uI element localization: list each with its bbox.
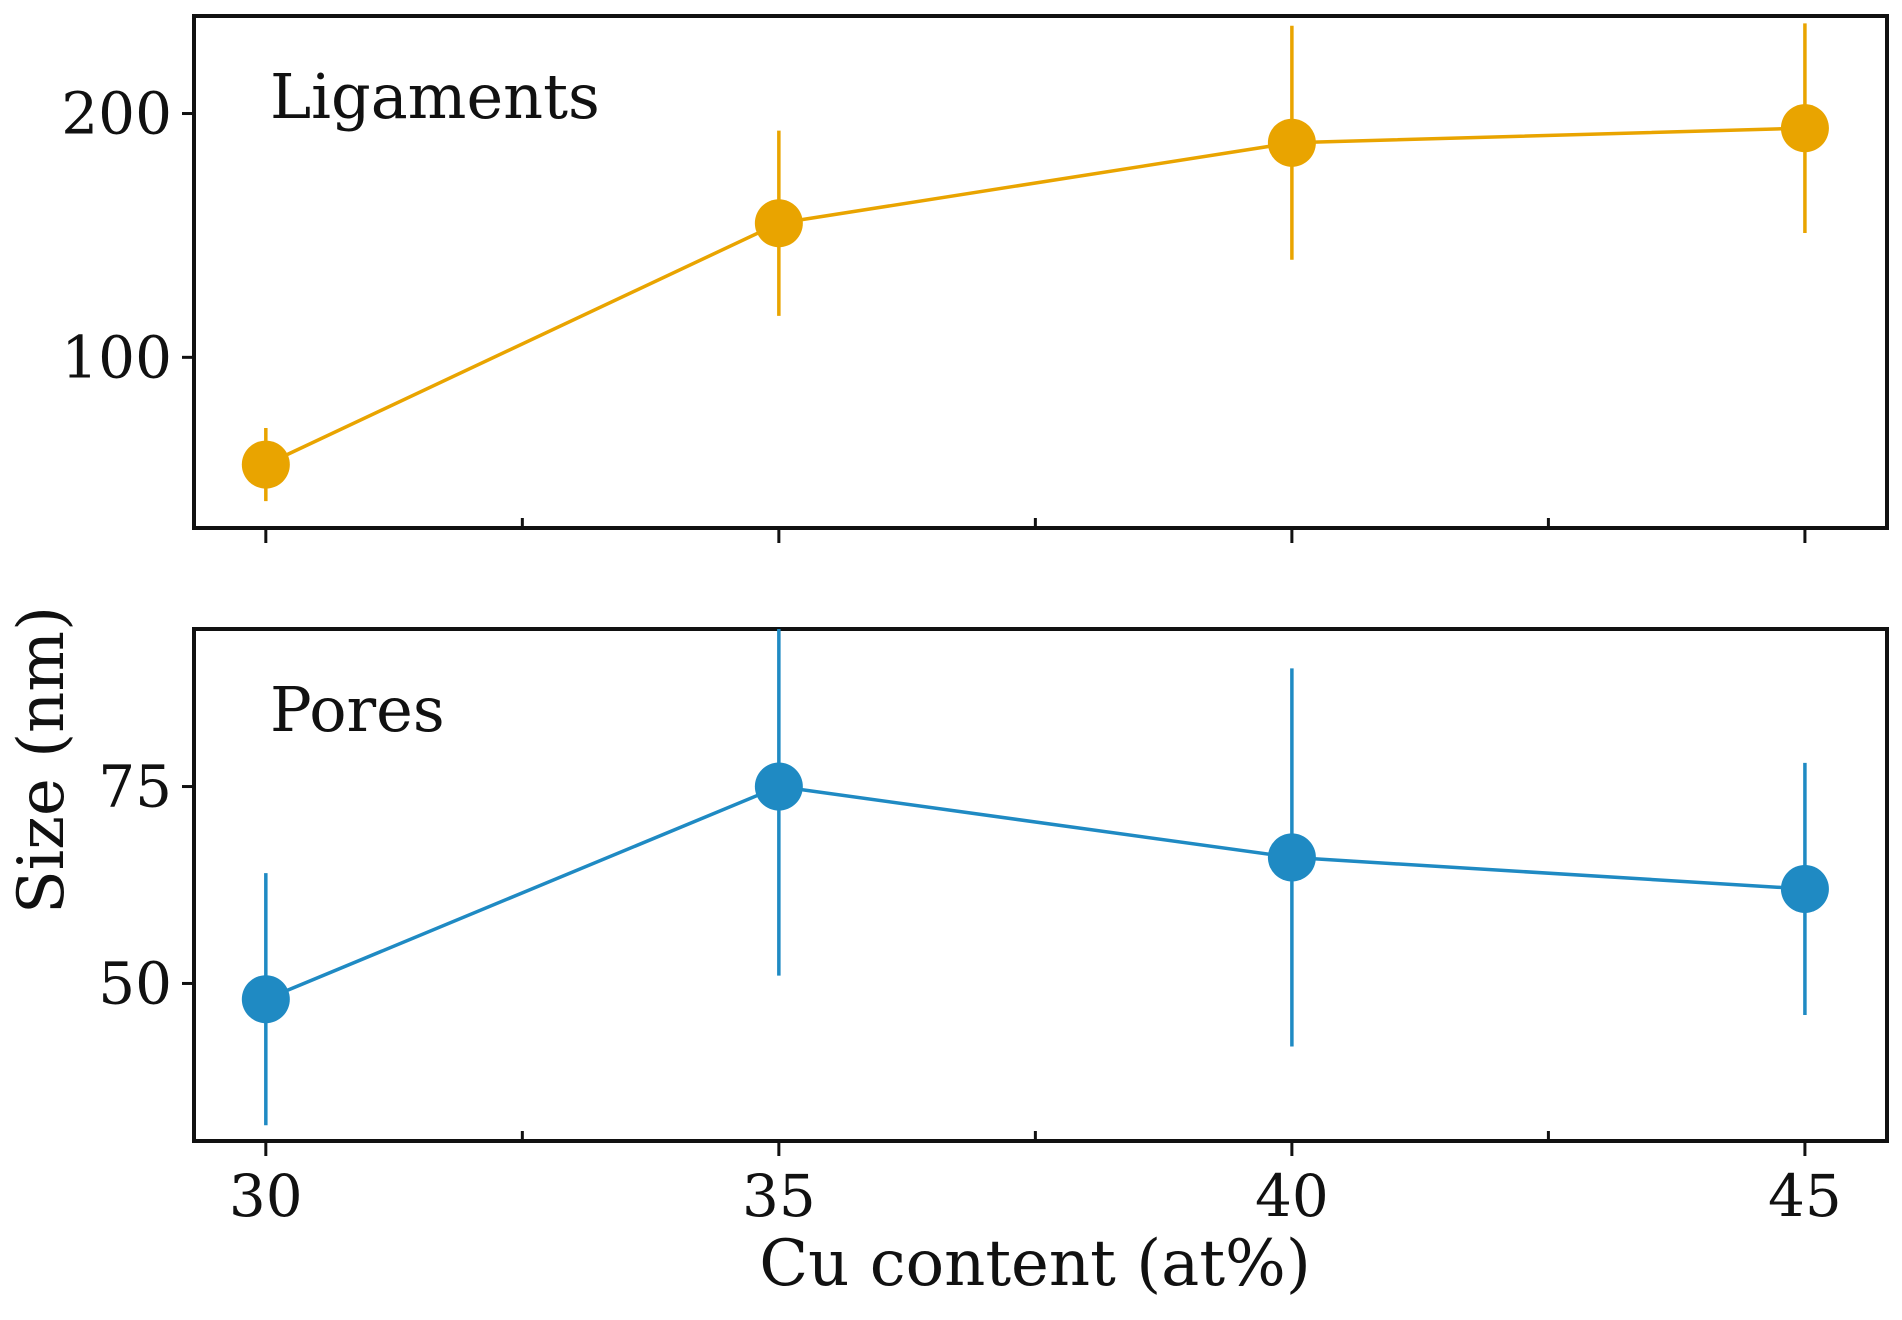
pores-panel: 50 75 Pores 30 35 40 45 <box>98 627 1889 1230</box>
pores-y-tick-label-0: 50 <box>98 949 172 1017</box>
pores-series-line-0 <box>265 784 1806 1001</box>
pores-y-tick-label-1: 75 <box>98 753 172 821</box>
pores-data-point-0 <box>241 975 290 1024</box>
pores-data-point-2 <box>1267 833 1316 882</box>
pores-data-group <box>241 629 1829 1126</box>
x-tick-label-2: 40 <box>1255 1162 1329 1230</box>
ligaments-data-point-2 <box>1267 118 1316 167</box>
ligaments-panel: 100 200 Ligaments <box>61 14 1889 543</box>
ligaments-panel-label: Ligaments <box>270 60 600 133</box>
ligaments-series-line-0 <box>265 126 1805 467</box>
ligaments-data-group <box>241 23 1829 502</box>
ligaments-y-tick-label-1: 200 <box>61 80 172 148</box>
x-tick-label-0: 30 <box>229 1162 303 1230</box>
ligaments-data-point-3 <box>1780 104 1829 153</box>
ligaments-plot-frame <box>192 14 1889 530</box>
ligaments-data-point-1 <box>754 199 803 248</box>
pores-plot-frame <box>192 627 1889 1143</box>
y-axis-title: Size (nm) <box>5 606 79 914</box>
x-tick-label-3: 45 <box>1768 1162 1842 1230</box>
x-axis-title: Cu content (at%) <box>759 1227 1311 1301</box>
pores-data-point-3 <box>1780 864 1829 913</box>
ligaments-y-tick-label-0: 100 <box>61 323 172 391</box>
ligaments-data-point-0 <box>241 440 290 489</box>
x-tick-label-1: 35 <box>742 1162 816 1230</box>
pores-data-point-1 <box>754 762 803 811</box>
pores-panel-label: Pores <box>270 673 445 746</box>
